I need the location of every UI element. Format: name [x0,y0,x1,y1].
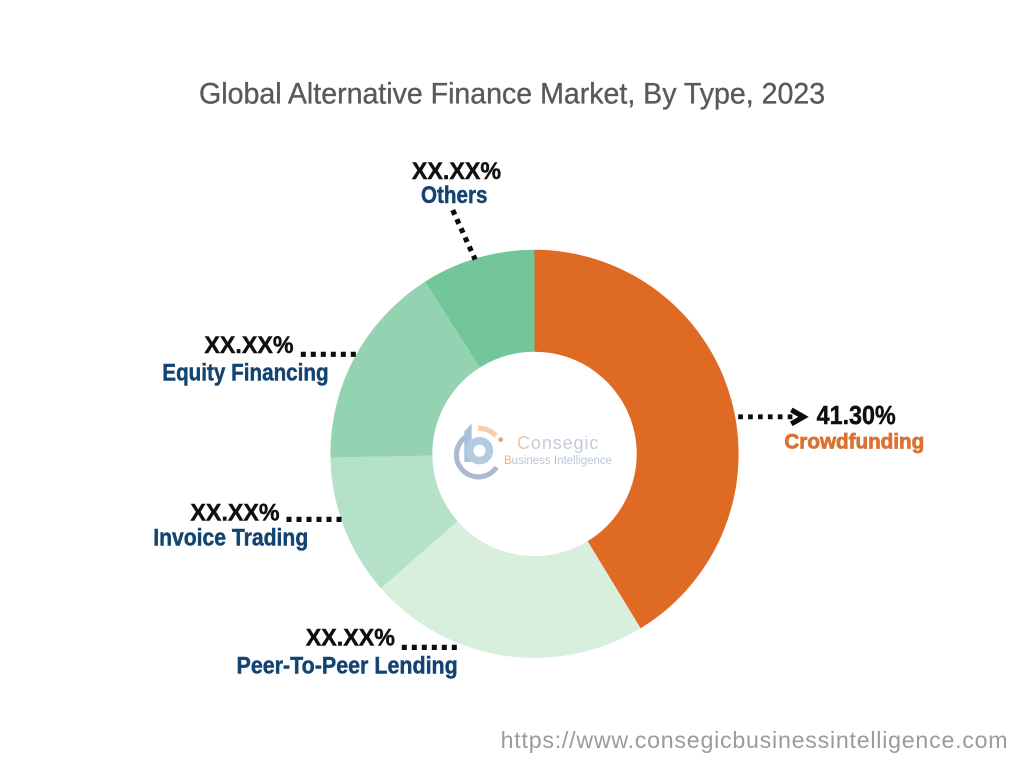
svg-text:Invoice Trading: Invoice Trading [153,524,308,551]
svg-text:XX.XX%: XX.XX% [204,332,293,358]
svg-text:Crowdfunding: Crowdfunding [784,430,924,453]
svg-text:Business Intelligence: Business Intelligence [504,455,612,467]
svg-text:XX.XX%: XX.XX% [412,159,501,185]
svg-text:41.30%: 41.30% [817,402,896,430]
svg-text:Global Alternative Finance Mar: Global Alternative Finance Market, By Ty… [199,77,825,111]
svg-text:Peer-To-Peer Lending: Peer-To-Peer Lending [237,651,458,678]
svg-text:XX.XX%: XX.XX% [190,500,279,526]
svg-text:Consegic: Consegic [517,433,599,453]
svg-text:Equity Financing: Equity Financing [162,359,328,386]
svg-text:https://www.consegicbusinessin: https://www.consegicbusinessintelligence… [501,727,1009,753]
svg-text:XX.XX%: XX.XX% [306,625,395,651]
svg-text:Others: Others [421,181,487,208]
